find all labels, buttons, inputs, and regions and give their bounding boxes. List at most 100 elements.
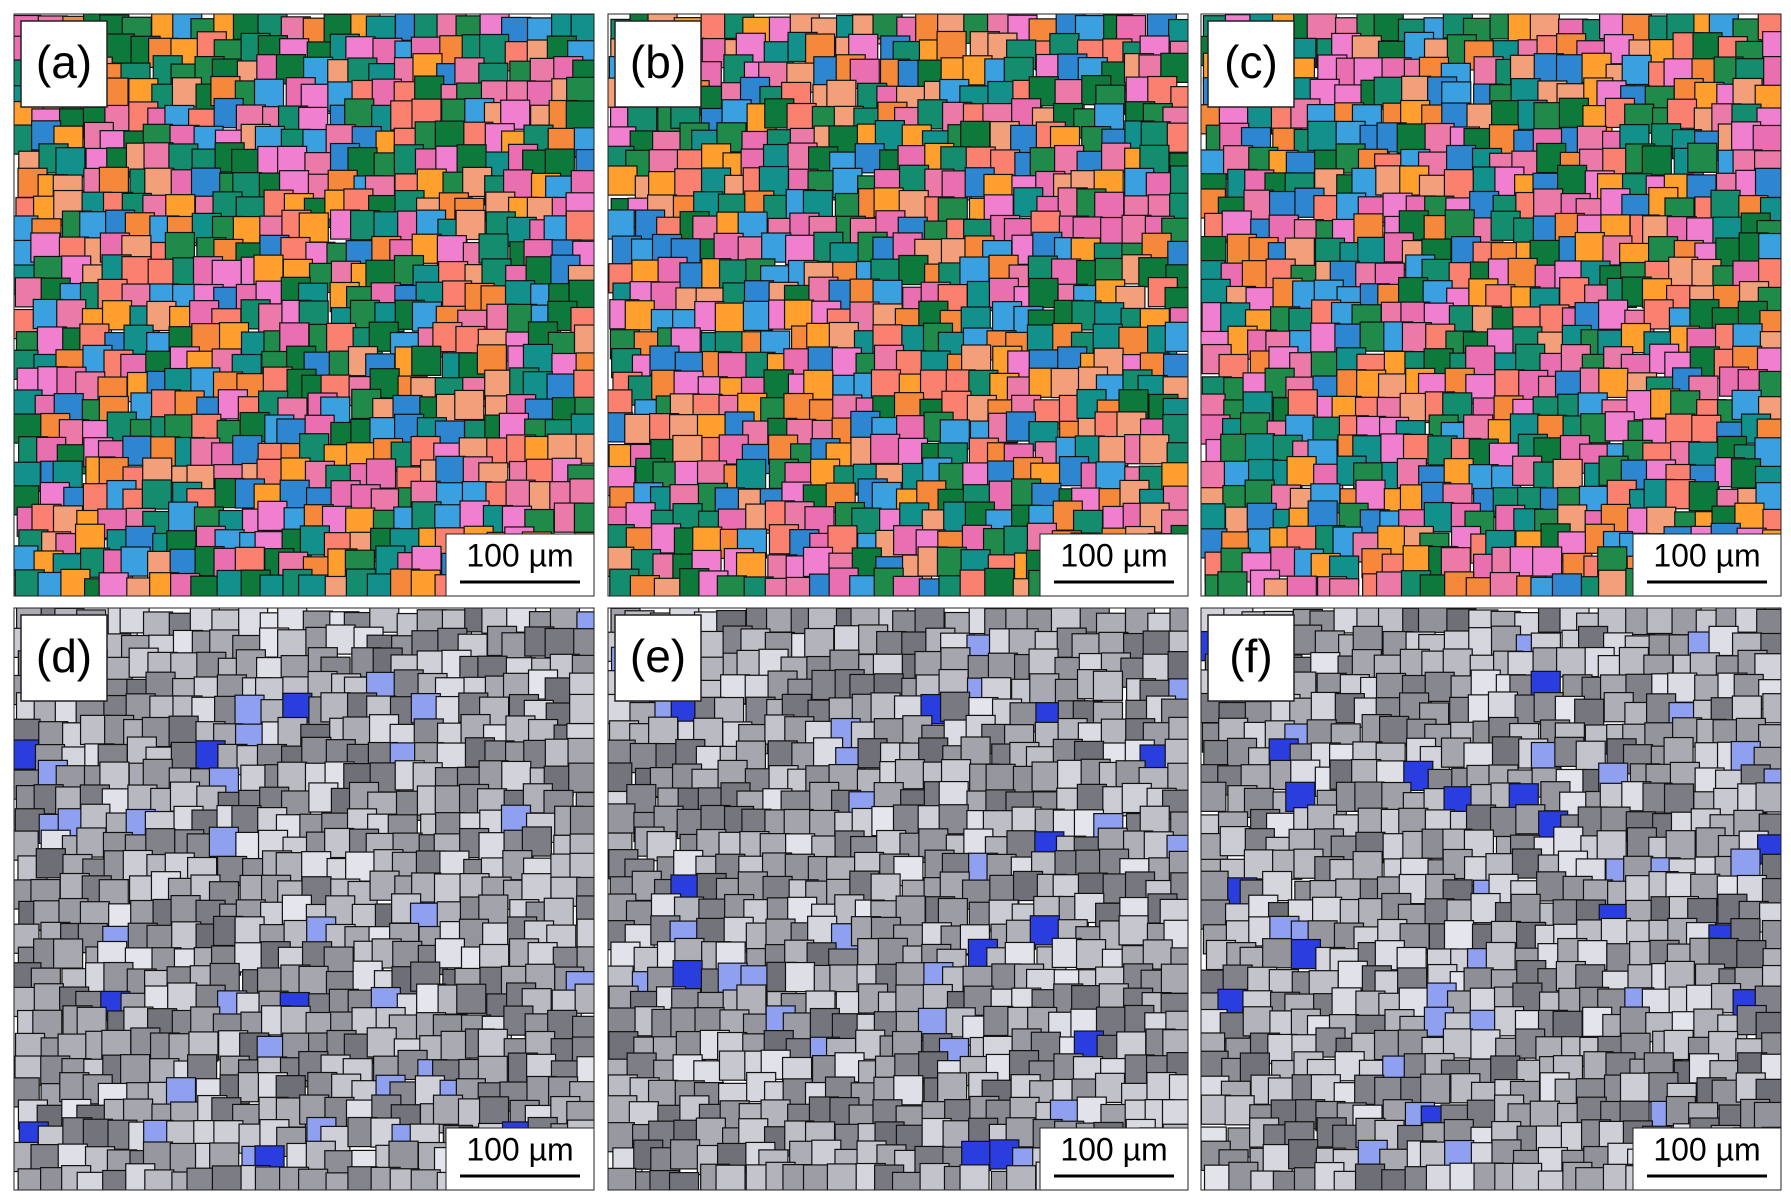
grain bbox=[388, 1140, 419, 1171]
grain bbox=[436, 235, 467, 266]
grain bbox=[1169, 165, 1188, 196]
label-box bbox=[614, 614, 702, 702]
grain bbox=[1307, 500, 1338, 531]
grain bbox=[653, 577, 685, 596]
grain bbox=[325, 624, 356, 655]
grain bbox=[170, 894, 201, 926]
grain bbox=[1396, 123, 1427, 154]
grain bbox=[573, 628, 594, 659]
label-box bbox=[1207, 20, 1295, 108]
map-panel: (c) 100 µm bbox=[1200, 13, 1782, 597]
grain bbox=[826, 79, 857, 111]
grain bbox=[1529, 1100, 1560, 1131]
grain bbox=[76, 1171, 107, 1190]
grain bbox=[898, 189, 929, 221]
grain bbox=[365, 458, 397, 489]
grain bbox=[573, 369, 594, 400]
grain bbox=[669, 1139, 701, 1170]
grain bbox=[1262, 1143, 1293, 1175]
grain bbox=[298, 965, 329, 997]
grain bbox=[937, 1072, 968, 1103]
grain bbox=[257, 500, 288, 532]
grain bbox=[142, 758, 173, 790]
scale-bar-label: 100 µm bbox=[1653, 1131, 1760, 1167]
grain bbox=[608, 209, 635, 240]
grain bbox=[544, 627, 575, 659]
grain bbox=[1029, 673, 1060, 704]
grain bbox=[672, 434, 703, 466]
panel-label: (e) bbox=[630, 630, 686, 682]
grain bbox=[1762, 693, 1781, 724]
grain bbox=[120, 1054, 151, 1085]
grain bbox=[1444, 209, 1475, 240]
grain bbox=[1574, 231, 1605, 263]
grain bbox=[1244, 433, 1276, 464]
grain bbox=[936, 30, 967, 62]
grain bbox=[456, 983, 487, 1014]
grain bbox=[891, 1171, 923, 1190]
grain bbox=[1443, 169, 1475, 200]
panel-border bbox=[1200, 607, 1782, 1191]
grain bbox=[984, 567, 1015, 596]
grain bbox=[1687, 142, 1718, 173]
grain bbox=[1075, 939, 1107, 970]
grain bbox=[1507, 257, 1538, 289]
scale-box bbox=[445, 1127, 595, 1191]
grain bbox=[211, 1165, 243, 1190]
panel-label: (f) bbox=[1229, 630, 1272, 682]
grain bbox=[1511, 1162, 1543, 1190]
grain bbox=[478, 1096, 510, 1127]
grain bbox=[454, 389, 485, 421]
grain bbox=[1286, 575, 1317, 596]
scale-box bbox=[1039, 1127, 1189, 1191]
grain bbox=[650, 281, 681, 312]
grain bbox=[98, 572, 129, 596]
grain bbox=[784, 961, 816, 993]
grain bbox=[1242, 1006, 1273, 1037]
grain bbox=[1169, 608, 1188, 635]
grain bbox=[120, 546, 151, 577]
grain bbox=[1286, 455, 1317, 487]
grain bbox=[1489, 806, 1521, 838]
grain bbox=[1763, 56, 1781, 87]
grain bbox=[1287, 389, 1318, 420]
grain bbox=[959, 1164, 990, 1190]
grain bbox=[1619, 1072, 1651, 1103]
grain bbox=[668, 1171, 700, 1190]
grain bbox=[1352, 850, 1383, 882]
scale-bar-label: 100 µm bbox=[1653, 537, 1760, 573]
grain bbox=[1166, 122, 1188, 153]
grain bbox=[76, 827, 107, 858]
grain bbox=[939, 691, 971, 722]
grain bbox=[985, 763, 1016, 795]
grain bbox=[1028, 277, 1059, 309]
grain bbox=[870, 873, 901, 904]
grain bbox=[608, 165, 638, 196]
map-panel: (a) 100 µm bbox=[13, 13, 595, 597]
panel-label: (d) bbox=[36, 630, 92, 682]
grain bbox=[1552, 458, 1583, 490]
grain bbox=[898, 254, 929, 286]
grain-map bbox=[14, 608, 594, 1190]
grain bbox=[53, 938, 84, 969]
map-panel: (d) 100 µm bbox=[13, 607, 595, 1191]
grain bbox=[14, 739, 40, 770]
grain bbox=[478, 894, 509, 925]
grain bbox=[1597, 569, 1629, 596]
grain bbox=[1555, 647, 1587, 678]
grain bbox=[411, 233, 442, 264]
grain bbox=[1755, 782, 1781, 813]
grain bbox=[1619, 1006, 1650, 1037]
grain bbox=[870, 433, 901, 465]
grain-map bbox=[608, 608, 1188, 1190]
grain bbox=[1164, 321, 1188, 353]
grain bbox=[742, 300, 773, 332]
scale-bar-label: 100 µm bbox=[466, 537, 573, 573]
grain bbox=[646, 830, 677, 862]
grain bbox=[345, 851, 376, 882]
grain bbox=[141, 479, 172, 510]
grain bbox=[624, 413, 655, 445]
panel-border bbox=[607, 13, 1189, 597]
grain bbox=[410, 1169, 441, 1190]
grain bbox=[234, 694, 265, 725]
